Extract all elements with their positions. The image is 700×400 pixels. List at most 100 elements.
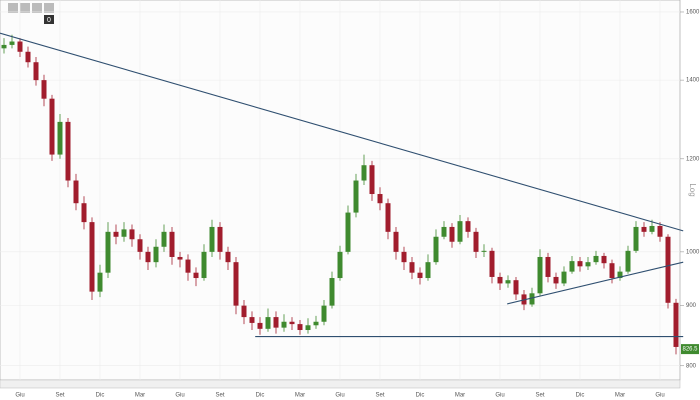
candle-body	[353, 180, 359, 213]
candle-body	[609, 263, 615, 279]
candle-body	[633, 226, 639, 251]
badge-box	[44, 15, 54, 24]
x-tick-label: Giu	[175, 393, 184, 399]
candle-body	[417, 272, 423, 279]
candle-body	[617, 271, 623, 279]
x-tick-label: Dic	[96, 393, 105, 399]
candle-body	[305, 325, 311, 331]
x-tick-label: Mar	[455, 393, 465, 399]
candle-body	[369, 165, 375, 195]
candle-body	[481, 250, 487, 252]
candle-body	[553, 276, 559, 284]
candle-body	[641, 226, 647, 232]
candle-body	[65, 121, 71, 181]
x-tick-label: Dic	[416, 393, 425, 399]
x-tick-label: Mar	[615, 393, 625, 399]
candle-body	[113, 231, 119, 237]
candle-body	[441, 226, 447, 237]
candle-body	[73, 180, 79, 204]
candle-body	[329, 278, 335, 306]
x-tick-label: Mar	[135, 393, 145, 399]
price-label-box	[681, 344, 699, 355]
candle-body	[585, 262, 591, 267]
candle-body	[345, 212, 351, 252]
candle-body	[593, 255, 599, 263]
candle-body	[537, 256, 543, 294]
candle-body	[433, 236, 439, 263]
candle-body	[145, 251, 151, 263]
candle-body	[545, 256, 551, 277]
candle-body	[89, 222, 95, 292]
candle-body	[281, 321, 287, 328]
x-tick-label: Giu	[335, 393, 344, 399]
candle-body	[289, 321, 295, 325]
tool-button[interactable]	[20, 3, 30, 13]
candle-body	[265, 317, 271, 329]
candle-body	[249, 317, 255, 323]
candle-body	[49, 98, 55, 155]
x-tick-label: Dic	[576, 393, 585, 399]
candle-body	[225, 251, 231, 263]
candle-body	[177, 256, 183, 260]
candle-body	[513, 280, 519, 295]
y-tick-label: 800	[686, 363, 697, 369]
candle-body	[457, 221, 463, 242]
x-tick-label: Giu	[495, 393, 504, 399]
candle-body	[529, 293, 535, 305]
candle-body	[209, 226, 215, 252]
candle-body	[377, 194, 383, 204]
y-tick-label: 1600	[686, 10, 700, 16]
candle-body	[273, 317, 279, 328]
candle-body	[625, 250, 631, 272]
candle-body	[193, 272, 199, 279]
candle-body	[57, 121, 63, 155]
tool-button[interactable]	[8, 3, 18, 13]
candle-body	[153, 246, 159, 263]
x-tick-label: Dic	[256, 393, 265, 399]
candle-body	[201, 251, 207, 279]
x-tick-label: Giu	[655, 393, 664, 399]
tool-button[interactable]	[44, 3, 54, 13]
candle-body	[673, 302, 679, 347]
candle-body	[577, 261, 583, 267]
candle-body	[657, 225, 663, 237]
candle-body	[297, 324, 303, 331]
candle-body	[601, 255, 607, 264]
candle-body	[137, 239, 143, 252]
x-tick-label: Mar	[295, 393, 305, 399]
candle-body	[449, 226, 455, 242]
candle-body	[233, 262, 239, 306]
candle-body	[401, 251, 407, 263]
candle-body	[425, 262, 431, 279]
candle-body	[41, 80, 47, 99]
candle-body	[465, 221, 471, 232]
trend-line	[0, 32, 684, 232]
candle-body	[169, 231, 175, 257]
candle-body	[337, 251, 343, 279]
candle-body	[17, 41, 23, 52]
y-tick-label: 1000	[686, 249, 700, 255]
candle-body	[1, 44, 7, 49]
candle-body	[489, 250, 495, 277]
candle-body	[9, 41, 15, 45]
y-tick-label: 900	[686, 303, 697, 309]
candle-body	[393, 231, 399, 252]
trend-line	[507, 261, 684, 305]
candle-body	[25, 51, 31, 63]
y-tick-label: 1200	[686, 156, 700, 162]
y-tick-label: 1400	[686, 78, 700, 84]
candle-body	[217, 226, 223, 252]
candle-body	[313, 321, 319, 326]
candle-body	[569, 261, 575, 272]
badge: 0	[47, 17, 51, 24]
candle-body	[257, 322, 263, 329]
candle-body	[81, 203, 87, 223]
scale-label: Log	[688, 183, 697, 196]
candle-body	[649, 225, 655, 232]
tool-button[interactable]	[32, 3, 42, 13]
x-tick-label: Set	[55, 393, 64, 399]
candle-body	[161, 231, 167, 247]
x-tick-label: Giu	[15, 393, 24, 399]
